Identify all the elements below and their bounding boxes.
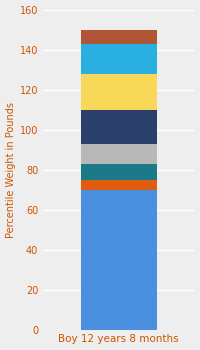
Bar <box>81 29 157 43</box>
Bar <box>81 74 157 110</box>
Bar <box>81 163 157 180</box>
Bar <box>81 180 157 190</box>
Y-axis label: Percentile Weight in Pounds: Percentile Weight in Pounds <box>6 102 16 238</box>
Bar <box>81 43 157 74</box>
Bar <box>81 110 157 144</box>
Bar <box>81 144 157 163</box>
Bar <box>81 190 157 330</box>
